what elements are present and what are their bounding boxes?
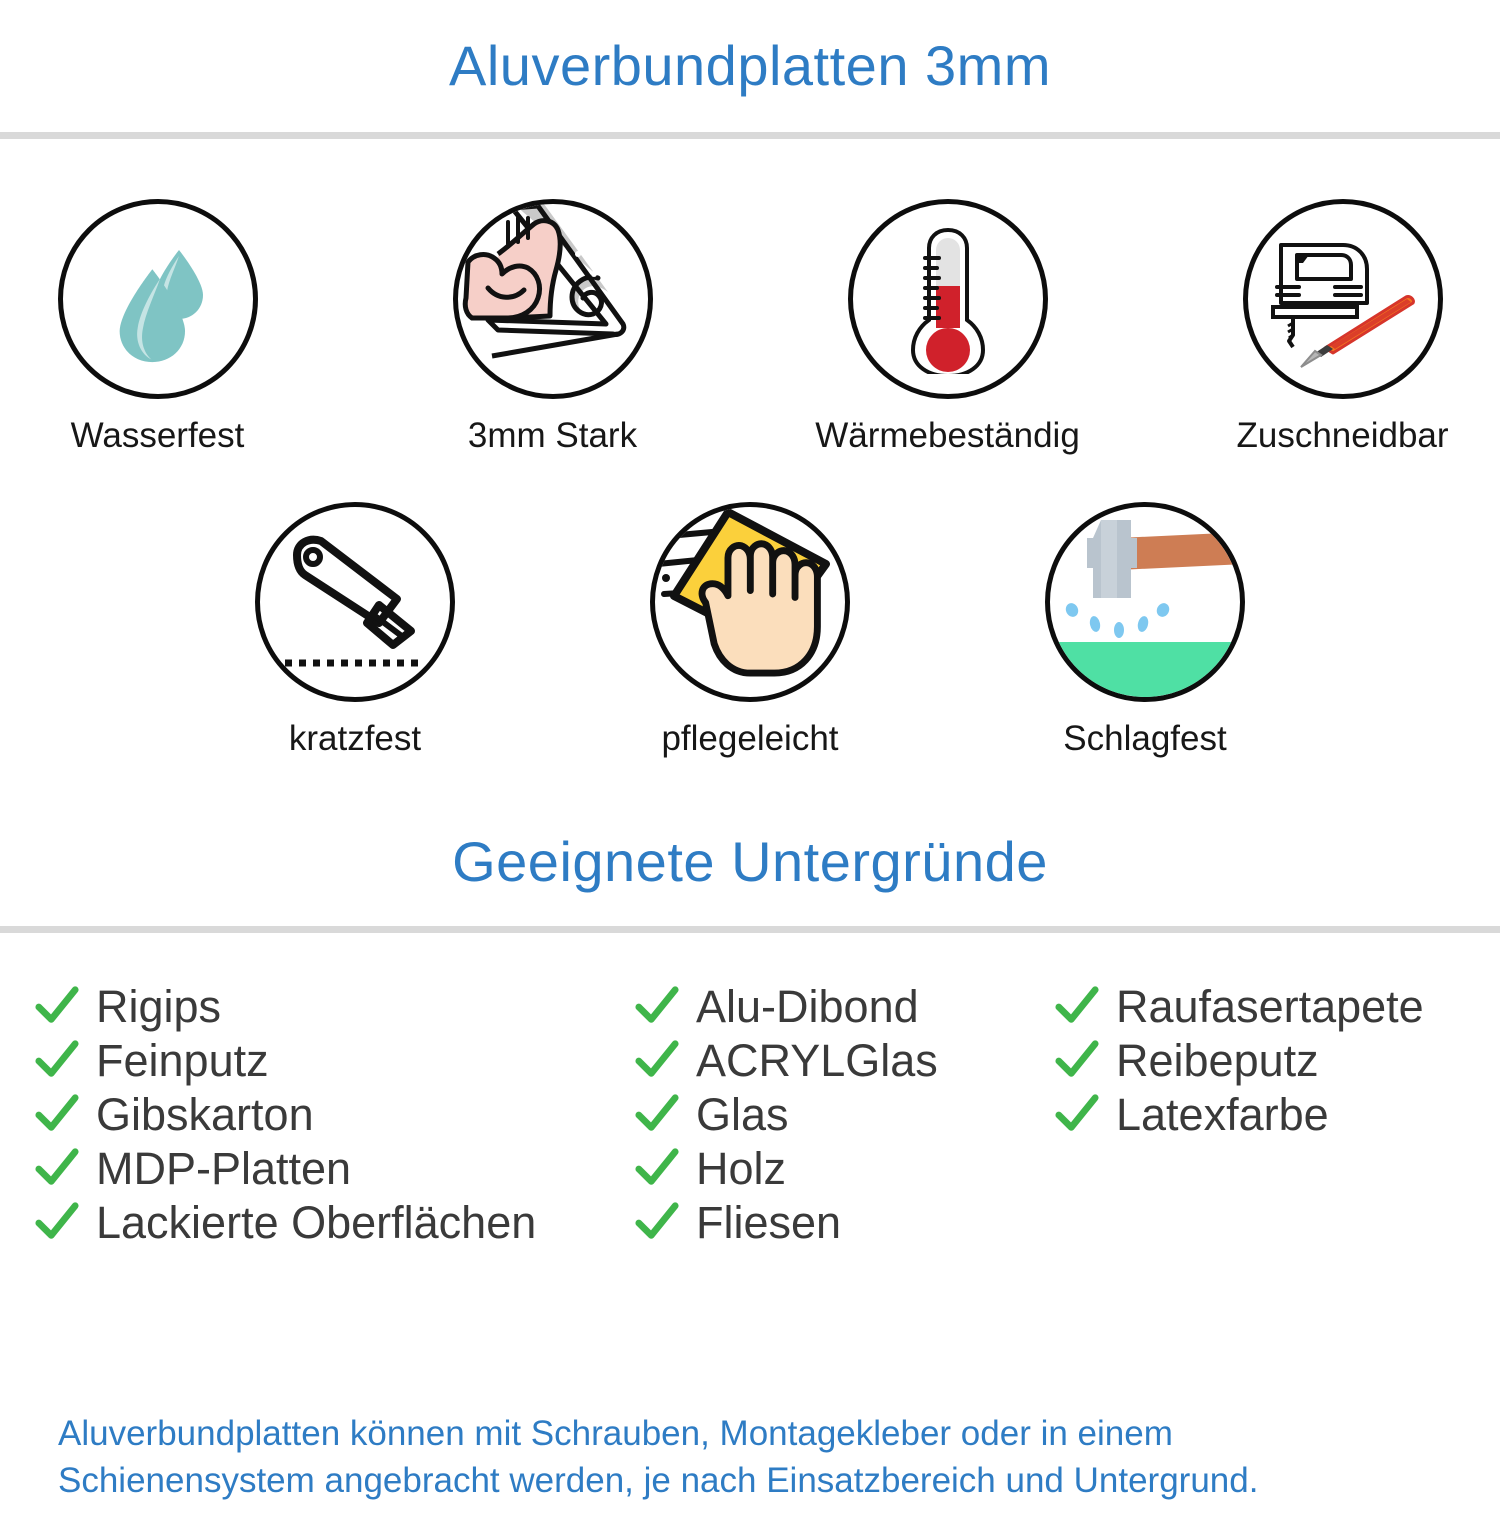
feature-label: pflegeleicht — [661, 718, 839, 758]
list-item: Holz — [634, 1141, 1054, 1195]
footer-note: Aluverbundplatten können mit Schrauben, … — [58, 1410, 1458, 1505]
substrates-column-1: Rigips Feinputz Gibskarton MDP-Platten L… — [34, 979, 634, 1249]
feature-label: 3mm Stark — [467, 416, 638, 455]
feature-label: Zuschneidbar — [1236, 416, 1449, 455]
check-icon — [1055, 1040, 1099, 1077]
cutter-knife-icon — [275, 527, 435, 677]
substrates-column-3: Raufasertapete Reibeputz Latexfarbe — [1054, 979, 1484, 1141]
feature-zuschneidbar: Zuschneidbar — [1236, 199, 1449, 456]
list-item: MDP-Platten — [34, 1141, 634, 1195]
list-item: Alu-Dibond — [634, 979, 1054, 1033]
check-icon — [635, 1202, 679, 1239]
footer-note-line-2: Schienensystem angebracht werden, je nac… — [58, 1460, 1259, 1500]
check-icon — [35, 1202, 79, 1239]
check-icon — [635, 986, 679, 1023]
feature-schlagfest: Schlagfest — [1040, 501, 1250, 759]
list-item-label: Reibeputz — [1116, 1034, 1319, 1086]
list-item: Rigips — [34, 979, 634, 1033]
list-item-label: Alu-Dibond — [696, 980, 919, 1032]
list-item-label: Gibskarton — [96, 1088, 314, 1140]
list-item: Fliesen — [634, 1195, 1054, 1249]
list-item-label: Glas — [696, 1088, 789, 1140]
features-section: Wasserfest — [0, 139, 1500, 758]
list-item: Feinputz — [34, 1033, 634, 1087]
list-item: Reibeputz — [1054, 1033, 1484, 1087]
check-icon — [35, 1094, 79, 1131]
feature-icon-circle — [847, 199, 1048, 399]
list-item-label: MDP-Platten — [96, 1142, 352, 1194]
jigsaw-and-knife-icon — [1263, 219, 1423, 379]
feature-label: Wärmebeständig — [815, 416, 1080, 455]
check-icon — [635, 1094, 679, 1131]
feature-waermebestaendig: Wärmebeständig — [815, 199, 1080, 456]
feature-icon-circle — [57, 199, 258, 399]
feature-row-1: Wasserfest — [0, 199, 1500, 456]
hammer-impact-icon — [1050, 507, 1240, 697]
page-title: Aluverbundplatten 3mm — [449, 34, 1051, 97]
feature-icon-circle — [1242, 199, 1443, 399]
list-item-label: ACRYLGlas — [696, 1034, 938, 1086]
check-icon — [635, 1040, 679, 1077]
feature-icon-circle — [650, 501, 850, 702]
flexed-bicep-icon — [458, 204, 648, 394]
substrates-list: Rigips Feinputz Gibskarton MDP-Platten L… — [0, 933, 1500, 1249]
feature-icon-circle — [1045, 501, 1245, 702]
feature-pflegeleicht: pflegeleicht — [645, 501, 855, 759]
check-icon — [35, 1148, 79, 1185]
check-icon — [35, 1040, 79, 1077]
divider-bottom — [0, 926, 1500, 933]
check-icon — [1055, 986, 1099, 1023]
feature-3mm-stark: 3mm Stark — [448, 199, 658, 456]
list-item-label: Fliesen — [696, 1196, 842, 1248]
substrates-heading: Geeignete Untergründe — [452, 830, 1048, 893]
list-item-label: Rigips — [96, 980, 222, 1032]
list-item-label: Raufasertapete — [1116, 980, 1424, 1032]
feature-icon-circle — [452, 199, 653, 399]
water-drops-icon — [93, 234, 223, 364]
list-item: Glas — [634, 1087, 1054, 1141]
feature-wasserfest: Wasserfest — [53, 199, 263, 456]
footer-note-line-1: Aluverbundplatten können mit Schrauben, … — [58, 1413, 1173, 1453]
feature-label: Wasserfest — [70, 416, 245, 455]
substrates-column-2: Alu-Dibond ACRYLGlas Glas Holz Fliesen — [634, 979, 1054, 1249]
hand-with-cloth-icon — [655, 507, 845, 697]
check-icon — [635, 1148, 679, 1185]
feature-label: Schlagfest — [1063, 718, 1227, 758]
thermometer-icon — [903, 224, 993, 374]
feature-label: kratzfest — [288, 718, 422, 758]
list-item-label: Feinputz — [96, 1034, 269, 1086]
list-item-label: Latexfarbe — [1116, 1088, 1329, 1140]
list-item-label: Holz — [696, 1142, 787, 1194]
feature-kratzfest: kratzfest — [250, 501, 460, 759]
list-item: Raufasertapete — [1054, 979, 1484, 1033]
list-item: Lackierte Oberflächen — [34, 1195, 634, 1249]
list-item: Gibskarton — [34, 1087, 634, 1141]
feature-icon-circle — [255, 501, 455, 702]
check-icon — [1055, 1094, 1099, 1131]
check-icon — [35, 986, 79, 1023]
feature-row-2: kratzfest — [0, 501, 1500, 759]
list-item: Latexfarbe — [1054, 1087, 1484, 1141]
list-item: ACRYLGlas — [634, 1033, 1054, 1087]
list-item-label: Lackierte Oberflächen — [96, 1196, 537, 1248]
divider-top — [0, 132, 1500, 139]
